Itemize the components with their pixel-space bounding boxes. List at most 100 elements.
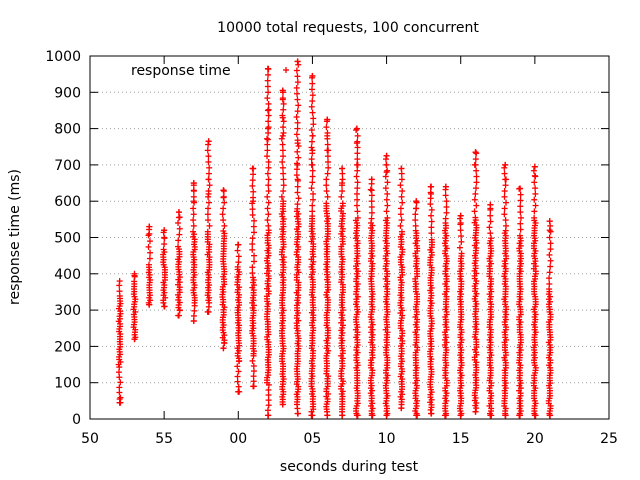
data-point: [442, 183, 449, 190]
data-point: [383, 161, 390, 168]
data-point: [457, 227, 464, 234]
plot-frame: [89, 55, 610, 420]
data-point: [517, 203, 524, 210]
data-point: [309, 179, 316, 186]
y-tick-label: 400: [54, 267, 81, 283]
data-point: [250, 363, 257, 370]
data-point: [368, 209, 375, 216]
data-point: [368, 412, 375, 419]
data-point: [280, 170, 287, 177]
data-point: [279, 158, 286, 165]
data-point: [339, 170, 346, 177]
data-point: [353, 140, 360, 147]
data-point: [250, 383, 257, 390]
data-point: [487, 201, 494, 208]
data-point: [488, 235, 495, 242]
data-point: [383, 196, 390, 203]
y-axis-tick-labels: 0 100 200 300 400 500 600 700 800 900 1000: [45, 49, 81, 428]
data-point: [220, 345, 227, 352]
data-point: [294, 125, 301, 132]
data-point: [147, 249, 154, 256]
y-axis-label: response time (ms): [7, 169, 23, 305]
y-tick-label: 600: [54, 194, 81, 210]
data-point: [384, 202, 391, 209]
data-point: [251, 217, 258, 224]
data-point: [354, 167, 361, 174]
data-point: [175, 237, 182, 244]
data-point: [264, 205, 271, 212]
data-point: [249, 177, 256, 184]
data-point: [487, 218, 494, 225]
data-point: [294, 201, 301, 208]
data-point: [501, 170, 508, 177]
data-point: [146, 238, 153, 245]
data-point: [294, 189, 301, 196]
data-point: [501, 193, 508, 200]
data-point: [160, 246, 167, 253]
x-tick-label: 50: [81, 431, 99, 447]
data-point: [473, 202, 480, 209]
data-point: [339, 165, 346, 172]
data-point: [308, 156, 315, 163]
data-point: [176, 231, 183, 238]
data-point: [368, 198, 375, 205]
data-point: [547, 257, 554, 264]
data-point: [116, 384, 123, 391]
data-point: [547, 263, 554, 270]
data-point: [265, 106, 272, 113]
data-point: [383, 169, 390, 176]
data-point: [309, 167, 316, 174]
data-point: [530, 167, 537, 174]
data-point: [294, 79, 301, 86]
data-point: [205, 158, 212, 165]
data-point: [280, 129, 287, 136]
data-point: [368, 192, 375, 199]
data-point: [205, 308, 212, 315]
data-point: [546, 286, 553, 293]
data-point: [279, 87, 286, 94]
data-point: [532, 190, 539, 197]
data-point: [265, 164, 272, 171]
data-point: [354, 196, 361, 203]
data-point: [428, 190, 435, 197]
data-point: [219, 211, 226, 218]
data-point: [191, 302, 198, 309]
data-point: [428, 224, 435, 231]
data-point: [323, 182, 330, 189]
data-point: [368, 215, 375, 222]
y-tick-label: 700: [54, 158, 81, 174]
data-point: [294, 161, 301, 168]
data-point: [265, 100, 272, 107]
data-point: [249, 270, 256, 277]
data-point: [116, 374, 123, 381]
x-tick-label: 20: [526, 431, 544, 447]
data-point: [309, 208, 316, 215]
data-point: [384, 214, 391, 221]
data-point: [250, 368, 257, 375]
data-point: [502, 176, 509, 183]
data-point: [399, 199, 406, 206]
data-point: [145, 261, 152, 268]
data-point: [368, 187, 375, 194]
data-point: [190, 222, 197, 229]
data-point: [205, 153, 212, 160]
data-point: [265, 89, 272, 96]
data-point: [323, 200, 330, 207]
data-point: [339, 180, 346, 187]
data-point: [279, 401, 286, 408]
data-point: [234, 363, 241, 370]
data-point: [146, 230, 153, 237]
data-point: [324, 147, 331, 154]
data-point: [206, 222, 213, 229]
data-point: [353, 202, 360, 209]
data-point: [308, 144, 315, 151]
data-point: [205, 217, 212, 224]
data-point: [234, 378, 241, 385]
data-point: [234, 373, 241, 380]
data-point: [502, 161, 509, 168]
data-point: [264, 170, 271, 177]
data-point: [324, 170, 331, 177]
data-point: [428, 212, 435, 219]
legend-marker: [283, 67, 289, 73]
